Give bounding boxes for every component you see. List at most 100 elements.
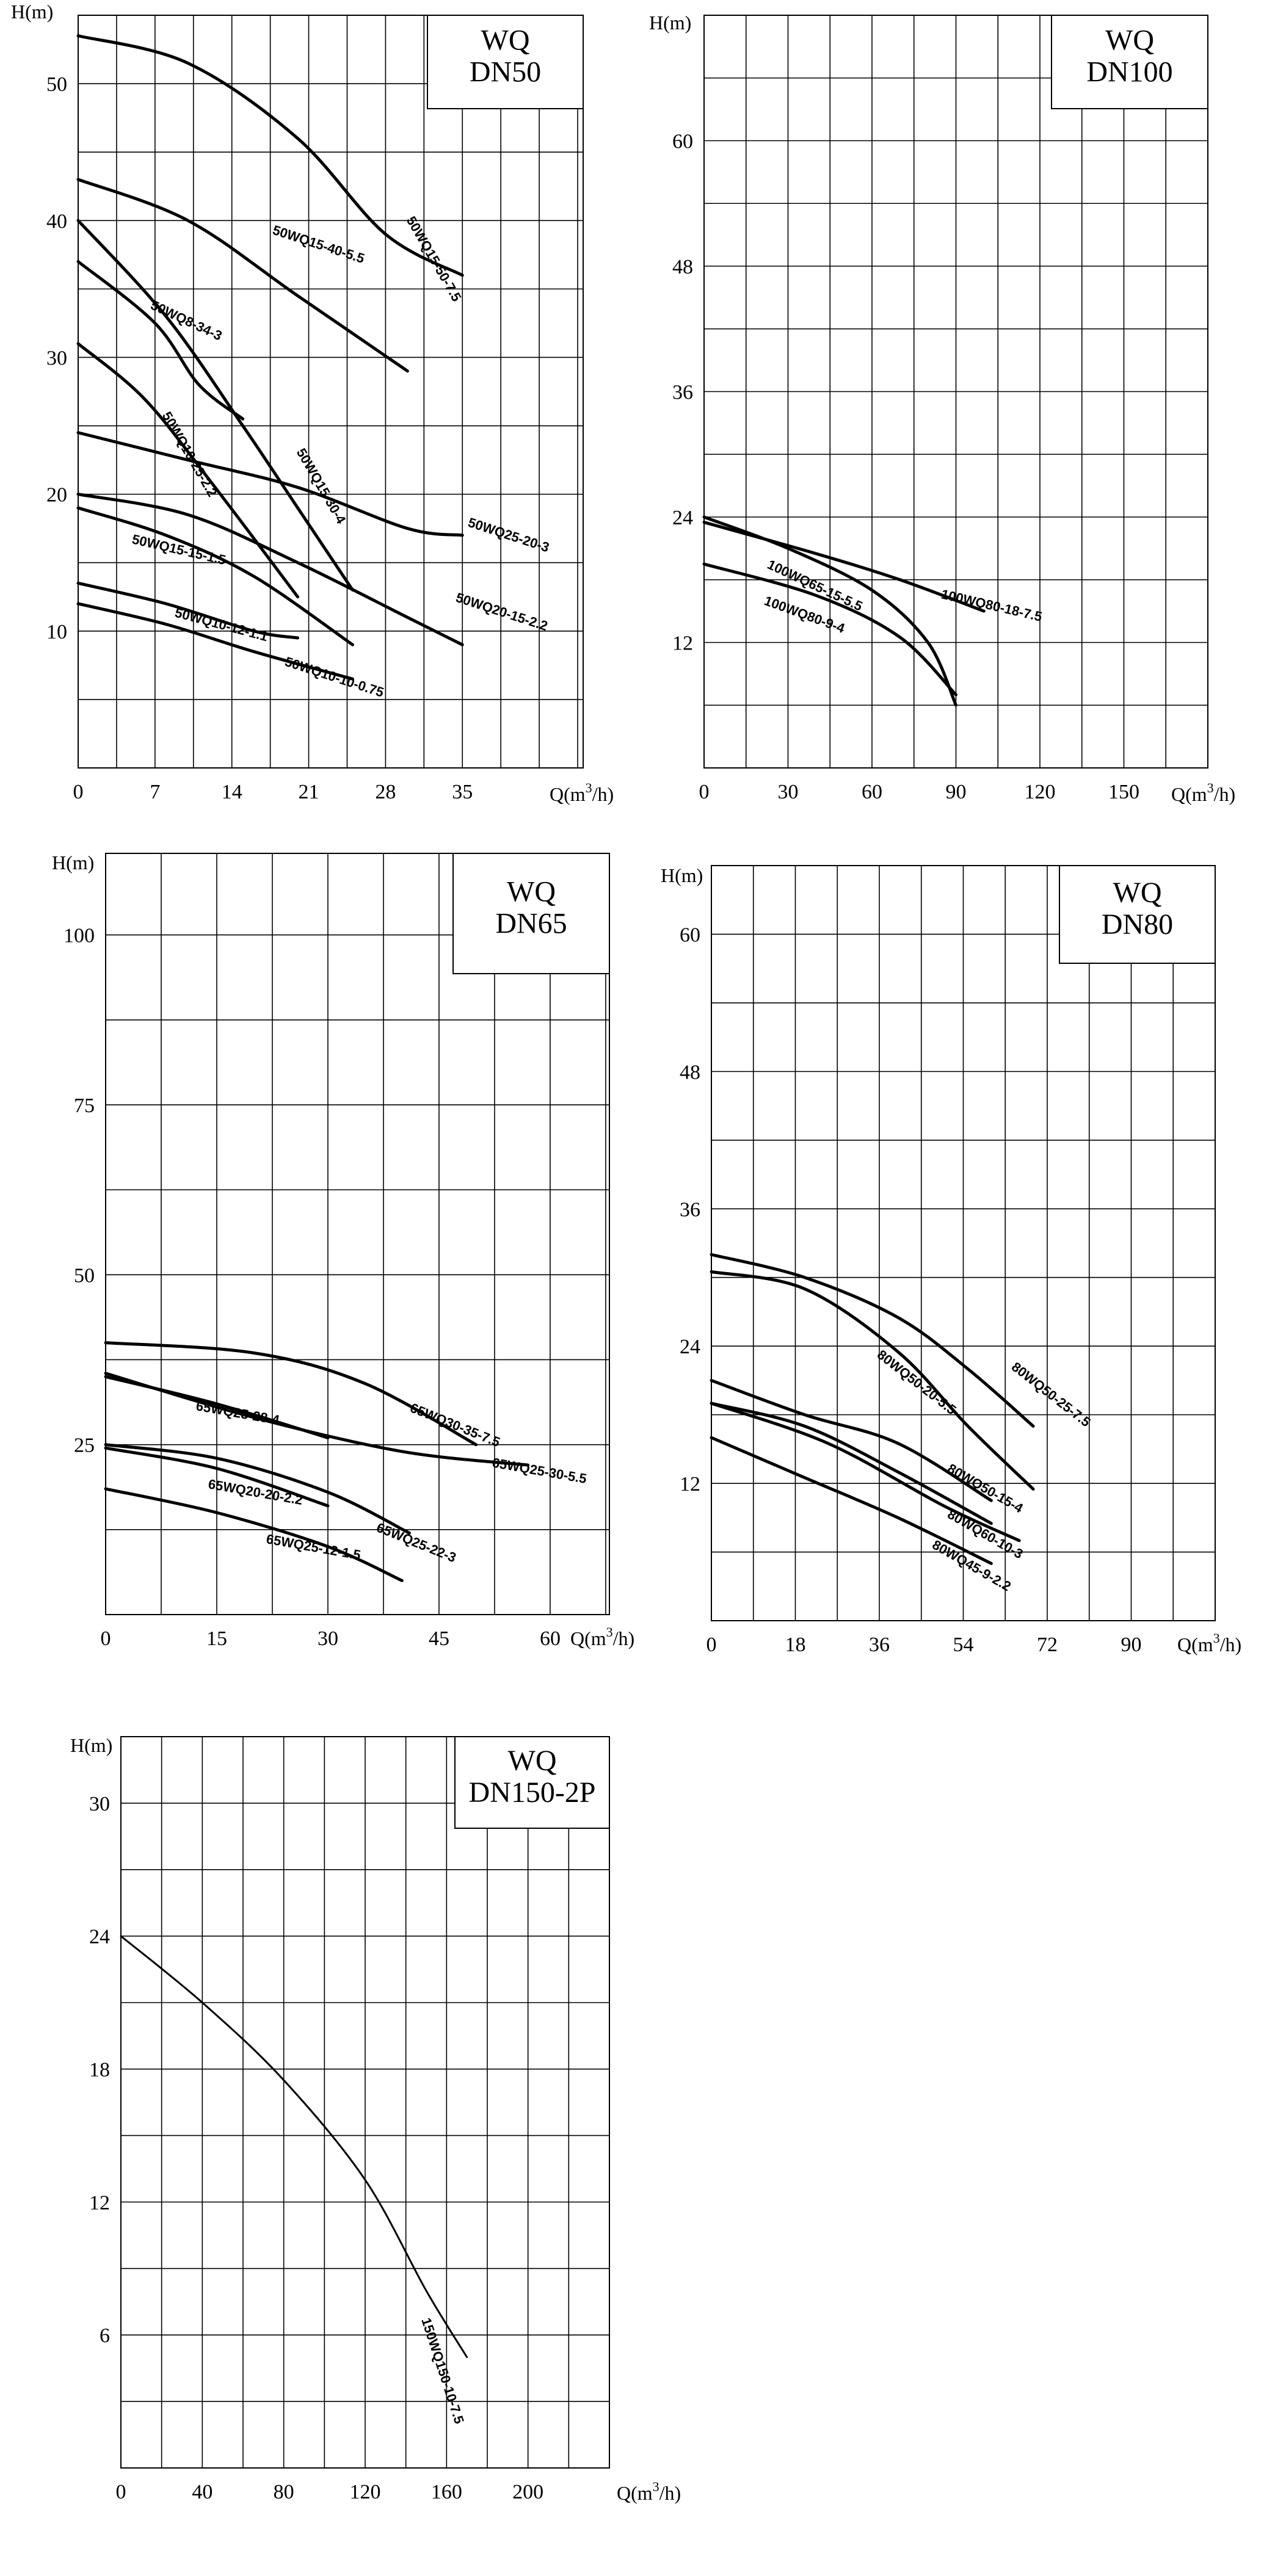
x-tick-label: 21 (299, 781, 319, 803)
curve-label: 80WQ50-25-7.5 (1009, 1359, 1094, 1430)
curve-50wq15-40-5_5 (76, 178, 409, 373)
plot-frame (105, 853, 610, 1615)
curve-80wq60-10-3 (710, 1402, 1021, 1543)
curve-80wq45-9-2_2 (710, 1436, 993, 1565)
x-axis-label: Q(m3/h) (617, 2479, 681, 2504)
curve-50wq25-20-3 (76, 431, 464, 537)
chart-title-line: DN50 (470, 56, 541, 89)
x-tick-label: 36 (869, 1634, 890, 1656)
y-tick-label: 100 (64, 925, 95, 947)
chart-dn150-2p: 0 40 80 120 160 200 6 12 18 24 30 H(m) Q(m3/h) WQDN15… (70, 1734, 681, 2504)
grid (120, 1736, 610, 2469)
y-tick-label: 12 (89, 2191, 110, 2214)
curve-label: 65WQ25-12-1.5 (265, 1531, 361, 1563)
curve-65wq20-20-2_2 (104, 1446, 330, 1508)
curve-label: 65WQ25-22-3 (374, 1519, 458, 1565)
y-tick-label: 75 (74, 1094, 95, 1117)
curve-label: 150WQ150-10-7.5 (418, 2316, 467, 2426)
y-tick-label: 60 (680, 924, 700, 946)
curve-label: 50WQ20-15-2.2 (454, 590, 550, 634)
y-tick-label: 12 (680, 1473, 700, 1496)
curve-80wq50-15-4 (710, 1378, 993, 1502)
y-axis-label: H(m) (52, 852, 94, 874)
x-tick-label: 150 (1108, 781, 1139, 803)
y-tick-label: 18 (89, 2059, 110, 2082)
y-tick-label: 48 (680, 1061, 700, 1084)
chart-title-line: WQ (481, 24, 530, 57)
curve-65wq30-35-7_5 (104, 1341, 478, 1447)
x-tick-label: 0 (699, 781, 710, 803)
y-tick-label: 6 (100, 2325, 110, 2347)
y-tick-label: 40 (46, 210, 67, 233)
plot-frame (120, 1736, 610, 2469)
chart-title-line: DN80 (1102, 908, 1173, 941)
chart-title-line: DN150-2P (468, 1776, 595, 1809)
y-tick-label: 20 (46, 484, 67, 507)
curve-80wq50-25-7_5 (710, 1253, 1035, 1428)
curve-50wq8-34-3 (76, 260, 245, 421)
curve-65wq25-30-5_5 (104, 1372, 530, 1467)
x-tick-label: 30 (318, 1627, 338, 1650)
x-tick-label: 90 (1121, 1634, 1142, 1656)
curve-label: 50WQ10-10-0.75 (283, 654, 385, 700)
x-tick-label: 45 (429, 1627, 449, 1650)
y-tick-label: 50 (74, 1264, 95, 1287)
x-axis-label: Q(m3/h) (1171, 780, 1235, 805)
y-axis-label: H(m) (649, 12, 691, 34)
curve-label: 50WQ15-40-5.5 (271, 222, 366, 266)
grid (711, 865, 1216, 1621)
y-tick-label: 36 (672, 382, 693, 404)
curve-50wq15-30-4 (76, 219, 354, 592)
x-tick-label: 15 (206, 1627, 227, 1650)
x-tick-label: 60 (862, 781, 882, 803)
curve-label: 80WQ50-20-5.5 (874, 1347, 959, 1417)
y-tick-label: 50 (46, 73, 67, 96)
title-box (454, 1736, 610, 1829)
y-tick-label: 25 (74, 1435, 95, 1457)
x-tick-label: 7 (150, 781, 160, 803)
plot-frame (703, 15, 1208, 769)
x-tick-label: 54 (953, 1634, 974, 1656)
x-tick-label: 200 (512, 2481, 543, 2503)
chart-title-line: WQ (1113, 877, 1162, 909)
x-tick-label: 0 (707, 1634, 717, 1656)
plot-frame (711, 865, 1216, 1621)
chart-title-line: DN65 (495, 908, 567, 940)
curve-label: 65WQ25-30-5.5 (491, 1455, 587, 1486)
curve-50wq10-12-1_1 (76, 581, 300, 640)
chart-title-line: WQ (508, 1745, 557, 1777)
x-tick-label: 72 (1037, 1634, 1058, 1656)
title-box (427, 15, 584, 109)
curve-label: 65WQ25-28-4 (195, 1398, 281, 1428)
x-axis-label: Q(m3/h) (1177, 1630, 1241, 1655)
curve-80wq50-10-3 (710, 1402, 993, 1525)
curve-100wq80-9-4 (702, 562, 957, 696)
grid (703, 15, 1208, 769)
x-tick-label: 120 (1025, 781, 1056, 803)
curve-50wq10-25-2_2 (76, 342, 300, 599)
y-tick-label: 30 (89, 1793, 110, 1815)
x-axis-label: Q(m3/h) (550, 780, 614, 805)
y-axis-label: H(m) (11, 1, 53, 23)
title-box (1051, 15, 1208, 109)
x-tick-label: 35 (452, 781, 473, 803)
curve-label: 50WQ15-50-7.5 (404, 214, 465, 304)
y-tick-label: 24 (89, 1926, 110, 1948)
chart-dn100: 0 30 60 90 120 150 12 24 36 48 60 H(m) Q(m3/h) WQDN10… (649, 12, 1235, 805)
y-tick-label: 24 (672, 507, 693, 529)
title-box (1059, 865, 1216, 964)
x-axis-label: Q(m3/h) (570, 1624, 634, 1649)
x-tick-label: 0 (73, 781, 84, 803)
title-box (452, 853, 610, 974)
chart-title-line: WQ (507, 876, 556, 908)
y-tick-label: 60 (672, 131, 693, 153)
x-tick-label: 0 (116, 2481, 126, 2503)
y-axis-label: H(m) (70, 1734, 112, 1756)
y-tick-label: 36 (680, 1198, 700, 1221)
x-tick-label: 30 (778, 781, 799, 803)
y-tick-label: 30 (46, 347, 67, 369)
